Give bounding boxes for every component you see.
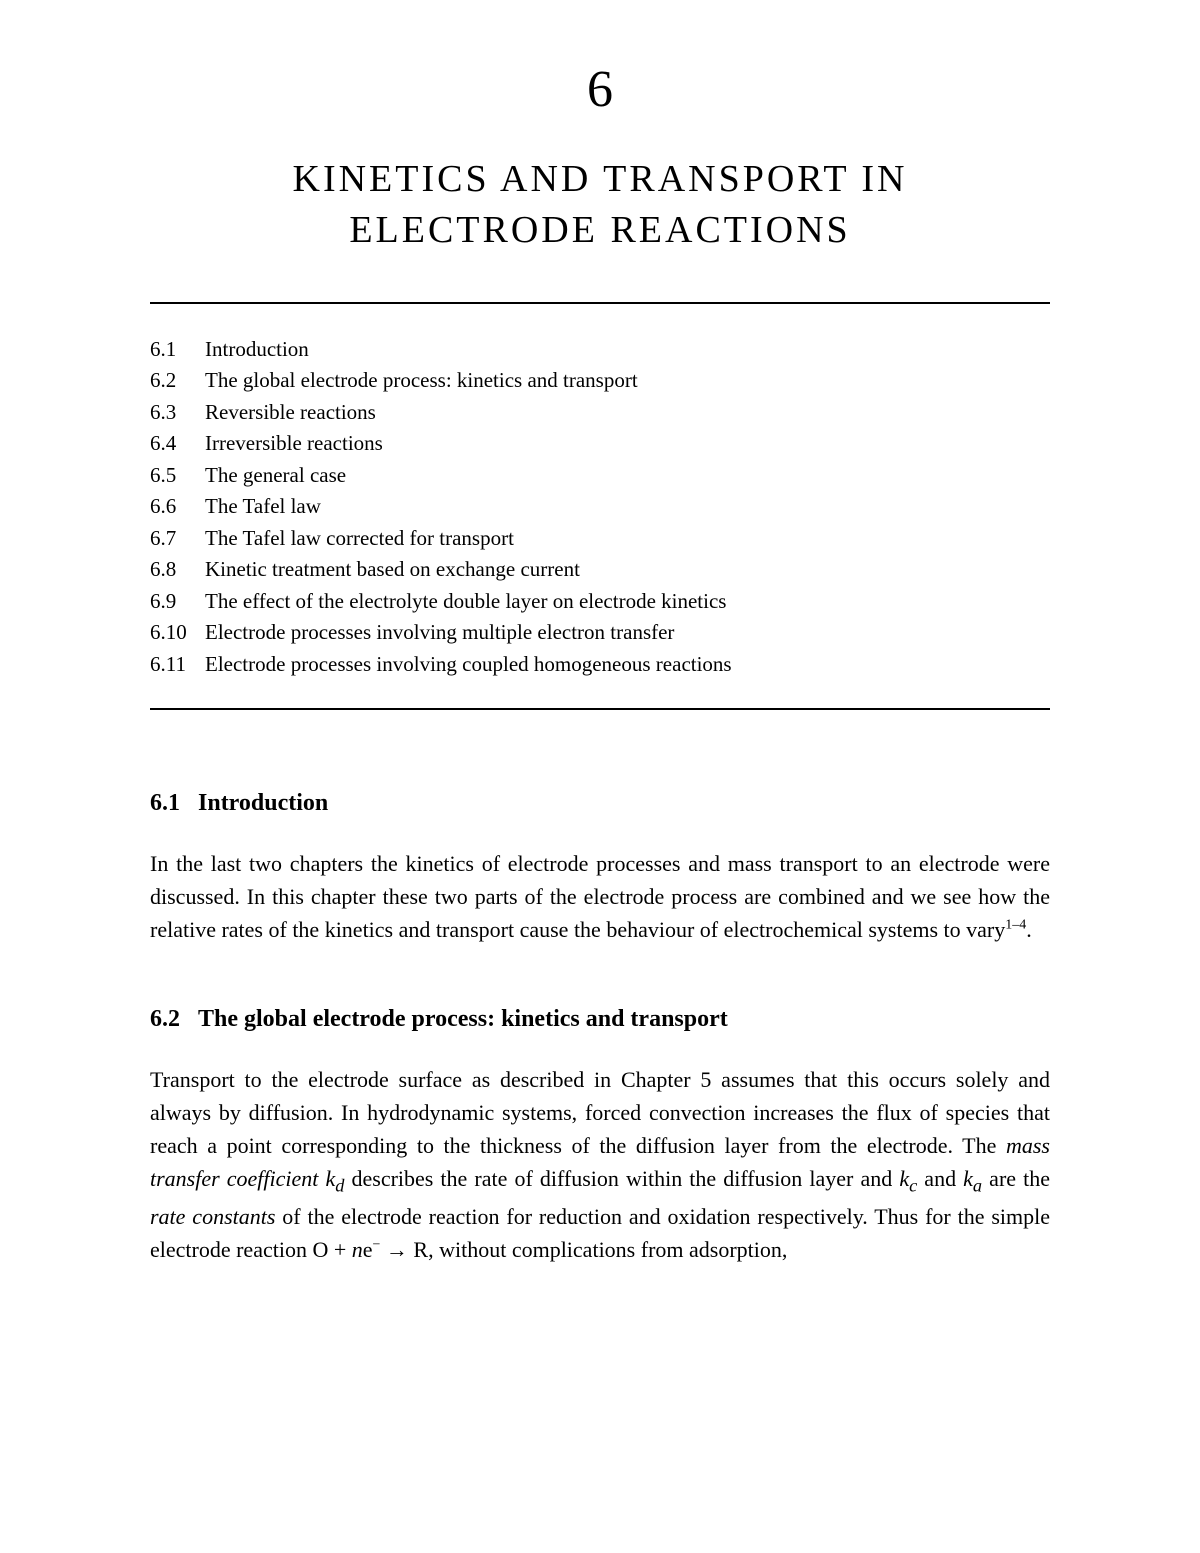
chapter-title-line-2: ELECTRODE REACTIONS (349, 209, 850, 251)
toc-num: 6.4 (150, 428, 205, 460)
divider-top (150, 302, 1050, 304)
toc-num: 6.11 (150, 649, 205, 681)
paragraph-text: → R, without complications from adsorpti… (380, 1237, 787, 1262)
paragraph-text: are the (982, 1166, 1050, 1191)
toc-text: Reversible reactions (205, 397, 1050, 429)
toc-text: Electrode processes involving multiple e… (205, 617, 1050, 649)
toc-num: 6.3 (150, 397, 205, 429)
toc-text: The general case (205, 460, 1050, 492)
toc-num: 6.5 (150, 460, 205, 492)
paragraph-text: e (363, 1237, 373, 1262)
section-heading-6-2: 6.2 The global electrode process: kinetic… (150, 1006, 1050, 1033)
toc-item: 6.4 Irreversible reactions (150, 428, 1050, 460)
toc-text: Electrode processes involving coupled ho… (205, 649, 1050, 681)
section-num: 6.1 (150, 790, 180, 817)
paragraph-text: In the last two chapters the kinetics of… (150, 851, 1050, 942)
paragraph-text: describes the rate of diffusion within t… (344, 1166, 899, 1191)
chapter-number: 6 (150, 60, 1050, 119)
toc-item: 6.1 Introduction (150, 334, 1050, 366)
section-title: Introduction (198, 790, 328, 816)
paragraph-text: Transport to the electrode surface as de… (150, 1067, 1050, 1158)
section-body-6-1: In the last two chapters the kinetics of… (150, 847, 1050, 946)
toc-num: 6.9 (150, 586, 205, 618)
chapter-title-line-1: KINETICS AND TRANSPORT IN (293, 158, 908, 200)
toc-num: 6.8 (150, 554, 205, 586)
symbol-kc: kc (899, 1166, 917, 1191)
toc-item: 6.11 Electrode processes involving coupl… (150, 649, 1050, 681)
symbol-n: n (352, 1237, 363, 1262)
toc-text: The Tafel law (205, 491, 1050, 523)
toc-text: The Tafel law corrected for transport (205, 523, 1050, 555)
toc-text: The global electrode process: kinetics a… (205, 365, 1050, 397)
toc-text: Introduction (205, 334, 1050, 366)
toc-num: 6.6 (150, 491, 205, 523)
toc-text: Irreversible reactions (205, 428, 1050, 460)
divider-bottom (150, 708, 1050, 710)
section-num: 6.2 (150, 1006, 180, 1033)
toc-num: 6.10 (150, 617, 205, 649)
toc-num: 6.1 (150, 334, 205, 366)
toc-item: 6.10 Electrode processes involving multi… (150, 617, 1050, 649)
paragraph-text: . (1026, 917, 1032, 942)
toc-item: 6.6 The Tafel law (150, 491, 1050, 523)
chapter-title: KINETICS AND TRANSPORT IN ELECTRODE REAC… (150, 154, 1050, 257)
toc-text: Kinetic treatment based on exchange curr… (205, 554, 1050, 586)
toc-item: 6.7 The Tafel law corrected for transpor… (150, 523, 1050, 555)
term-rate-constants: rate constants (150, 1204, 275, 1229)
toc-text: The effect of the electrolyte double lay… (205, 586, 1050, 618)
table-of-contents: 6.1 Introduction 6.2 The global electrod… (150, 334, 1050, 681)
toc-item: 6.8 Kinetic treatment based on exchange … (150, 554, 1050, 586)
symbol-ka: ka (963, 1166, 982, 1191)
toc-num: 6.7 (150, 523, 205, 555)
page: 6 KINETICS AND TRANSPORT IN ELECTRODE RE… (0, 0, 1200, 1346)
toc-item: 6.5 The general case (150, 460, 1050, 492)
section-heading-6-1: 6.1 Introduction (150, 790, 1050, 817)
toc-item: 6.9 The effect of the electrolyte double… (150, 586, 1050, 618)
citation-sup: 1–4 (1005, 918, 1026, 933)
toc-item: 6.3 Reversible reactions (150, 397, 1050, 429)
section-body-6-2: Transport to the electrode surface as de… (150, 1063, 1050, 1266)
paragraph-text: and (917, 1166, 963, 1191)
toc-num: 6.2 (150, 365, 205, 397)
section-title: The global electrode process: kinetics a… (198, 1006, 728, 1032)
toc-item: 6.2 The global electrode process: kineti… (150, 365, 1050, 397)
